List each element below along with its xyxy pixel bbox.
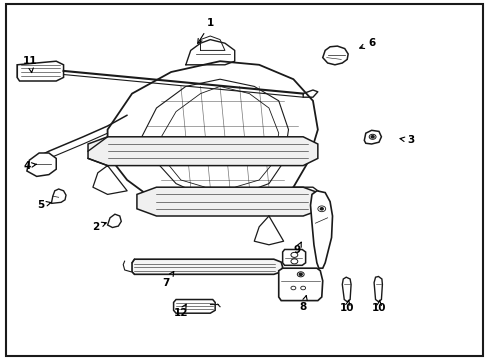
Text: 5: 5 [37,200,51,210]
Text: 11: 11 [23,56,38,73]
Text: 1: 1 [197,18,213,44]
Polygon shape [278,268,322,301]
Polygon shape [27,153,56,176]
Text: 8: 8 [299,296,306,312]
Circle shape [320,208,323,210]
Polygon shape [173,300,215,313]
Polygon shape [282,249,305,265]
Text: 6: 6 [359,38,374,49]
Polygon shape [373,276,382,302]
Polygon shape [132,259,282,274]
Polygon shape [88,137,317,166]
Polygon shape [342,277,350,302]
Circle shape [299,273,302,275]
Text: 9: 9 [293,242,301,255]
Text: 4: 4 [23,161,36,171]
Polygon shape [137,187,322,216]
Polygon shape [107,61,317,209]
Polygon shape [364,130,381,144]
Circle shape [370,136,373,138]
Polygon shape [310,191,332,268]
Text: 7: 7 [162,271,173,288]
Text: 10: 10 [339,300,354,313]
Text: 10: 10 [371,300,386,313]
Text: 3: 3 [399,135,413,145]
Polygon shape [107,214,121,228]
Text: 2: 2 [92,222,106,232]
Polygon shape [322,46,347,65]
Polygon shape [51,189,66,203]
Text: 12: 12 [173,304,188,318]
Polygon shape [17,61,63,81]
